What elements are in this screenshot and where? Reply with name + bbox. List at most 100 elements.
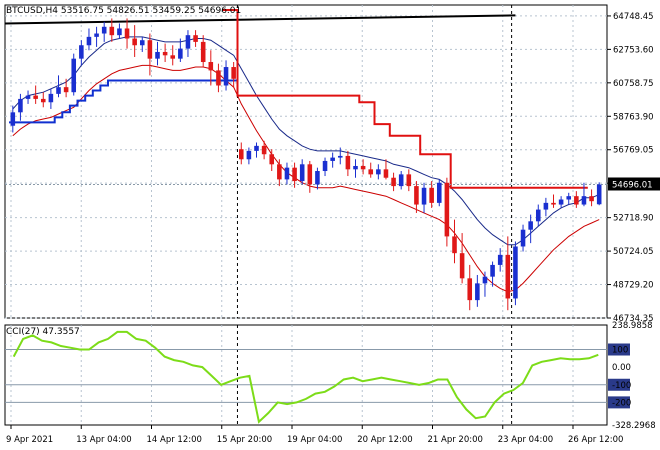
candle-body <box>101 26 107 34</box>
candle-body <box>307 164 313 185</box>
price-tick-label: 64748.45 <box>613 12 654 22</box>
candle-body <box>178 48 183 59</box>
candle-body <box>200 41 206 63</box>
candle-body <box>353 165 358 170</box>
candle-body <box>459 253 465 279</box>
candle-body <box>246 150 252 160</box>
upper-band-line <box>12 36 600 246</box>
candle-body <box>574 196 579 205</box>
candle-body <box>543 202 549 210</box>
candle-body <box>513 246 518 299</box>
candle-body <box>505 254 511 299</box>
candle-body <box>117 28 122 36</box>
price-tick-label: 52718.90 <box>613 214 654 224</box>
cci-tick-label: -200 <box>612 398 631 408</box>
candle-body <box>581 196 587 205</box>
price-overlays <box>4 9 607 293</box>
candle-body <box>497 254 503 265</box>
candle-body <box>398 174 404 187</box>
time-tick-label: 14 Apr 12:00 <box>147 435 202 445</box>
candle-body <box>63 87 69 93</box>
price-tick-label: 46734.35 <box>613 314 654 324</box>
trendline <box>4 14 516 25</box>
blue-stop-line <box>9 79 238 124</box>
candle-body <box>391 177 396 187</box>
candle-body <box>444 182 450 237</box>
candle-body <box>315 171 320 185</box>
candle-body <box>292 167 297 182</box>
candle-body <box>284 167 290 180</box>
price-tick-label: 58763.90 <box>613 112 654 122</box>
current-price-tag <box>608 177 660 191</box>
time-tick-label: 21 Apr 20:00 <box>428 435 483 445</box>
candle-body <box>170 55 176 59</box>
candle-body <box>421 187 427 205</box>
price-tick-label: 60758.75 <box>613 79 654 89</box>
candle-body <box>40 98 46 103</box>
candle-body <box>345 155 351 170</box>
price-tick-label: 62753.60 <box>613 45 654 55</box>
axes: 64748.45 62753.60 60758.75 58763.90 56769.05… <box>6 12 660 445</box>
candle-body <box>48 93 54 103</box>
price-tick-label: 48729.20 <box>613 281 654 291</box>
time-tick-label: 19 Apr 04:00 <box>287 435 342 445</box>
candle-body <box>406 174 412 187</box>
candle-body <box>155 51 160 59</box>
candle-body <box>79 45 84 59</box>
candle-body <box>124 28 130 39</box>
candle-body <box>94 33 99 37</box>
time-tick-label: 13 Apr 04:00 <box>76 435 131 445</box>
candle-body <box>10 112 16 126</box>
current-price-label: 54696.01 <box>612 180 653 190</box>
candle-body <box>132 38 137 46</box>
symbol-header: BTCUSD,H4 53516.75 54826.51 53459.25 546… <box>6 6 241 16</box>
time-tick-label: 9 Apr 2021 <box>6 435 53 445</box>
candle-body <box>86 36 92 46</box>
candle-body <box>589 196 594 202</box>
candle-body <box>551 202 556 205</box>
red-stop-line <box>222 9 588 189</box>
time-tick-label: 20 Apr 12:00 <box>357 435 412 445</box>
candle-body <box>528 221 533 230</box>
cci-line <box>12 330 599 424</box>
candle-body <box>269 154 275 165</box>
candle-body <box>558 199 564 205</box>
time-tick-label: 23 Apr 04:00 <box>498 435 553 445</box>
grid <box>4 4 608 426</box>
candle-body <box>414 186 419 205</box>
candle-body <box>520 229 526 247</box>
candle-body <box>330 157 335 161</box>
time-tick-label: 26 Apr 12:00 <box>568 435 623 445</box>
candle-body <box>482 276 488 284</box>
candle-body <box>18 98 23 113</box>
candle-body <box>467 278 473 301</box>
candle-body <box>223 67 229 86</box>
candles <box>10 18 602 311</box>
cci-tick-label: 100 <box>612 346 628 356</box>
candle-body <box>376 169 381 175</box>
candle-body <box>162 51 168 56</box>
candle-body <box>566 196 572 200</box>
candle-body <box>147 40 153 59</box>
cci-tick-label: -100 <box>612 381 631 391</box>
candle-body <box>33 95 38 99</box>
cci-panel-frame <box>4 324 608 426</box>
candle-body <box>254 145 259 151</box>
candle-body <box>360 165 366 170</box>
candle-body <box>277 164 282 180</box>
cci-panel <box>5 330 607 424</box>
candle-body <box>452 236 457 254</box>
candle-body <box>337 155 343 158</box>
cci-level-tag <box>608 396 630 409</box>
cci-level-tag <box>608 343 630 356</box>
candle-body <box>231 67 236 79</box>
cci-tick-label: 238.9858 <box>612 321 653 331</box>
time-tick-label: 15 Apr 20:00 <box>217 435 272 445</box>
candle-body <box>139 40 145 46</box>
candle-body <box>109 26 115 36</box>
candle-body <box>208 62 214 71</box>
candle-body <box>322 160 328 172</box>
candle-body <box>261 145 267 155</box>
cci-tick-label: -328.2968 <box>612 421 656 431</box>
